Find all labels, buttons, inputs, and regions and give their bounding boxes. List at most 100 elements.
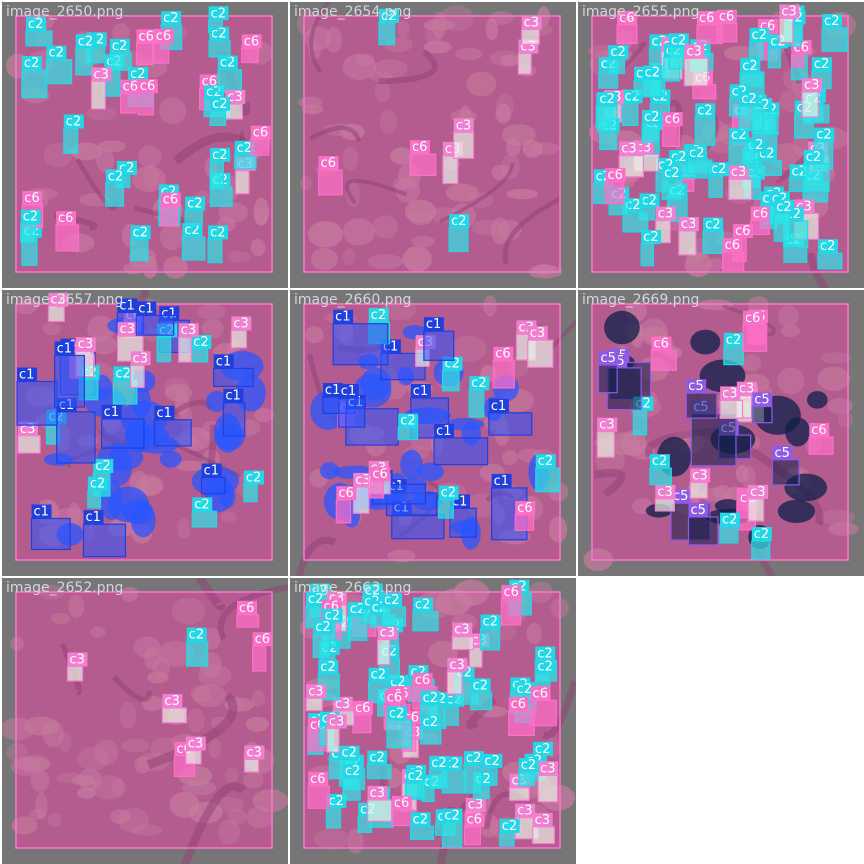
class-label: c6 xyxy=(745,311,760,326)
class-label: c5 xyxy=(690,503,705,518)
tile-image: c5c6c2c3c5c5c6c3c5c3c3c2c6c3c3c6c5c6c2c6… xyxy=(583,296,859,576)
image-tile: c2c2c2c2c2c2c2c2c6c2c3c6c2c2c6c2c6c2c3c2… xyxy=(290,578,576,864)
class-label: c3 xyxy=(636,140,651,155)
class-label: c2 xyxy=(371,308,386,323)
class-label: c6 xyxy=(244,34,259,49)
detection-box: c6 xyxy=(500,584,522,626)
class-label: c2 xyxy=(350,602,365,617)
detection-box: c1 xyxy=(56,397,96,464)
class-label: c2 xyxy=(194,497,209,512)
class-label: c2 xyxy=(431,756,446,771)
class-label: c1 xyxy=(34,504,49,519)
class-label: c2 xyxy=(711,162,726,177)
class-label: c2 xyxy=(163,11,178,26)
detection-box: c2 xyxy=(181,223,206,261)
tile-image: c2c2c2c2c2c2c2c2c6c2c3c6c2c2c6c2c6c2c3c2… xyxy=(300,579,576,864)
class-label: c6 xyxy=(58,211,73,226)
detection-box: c2 xyxy=(728,128,755,166)
tile-filename: image_2657.png xyxy=(6,292,124,308)
class-label: c3 xyxy=(69,652,84,667)
detection-box: c6 xyxy=(696,10,723,45)
detection-box: c6 xyxy=(662,112,683,148)
class-label: c6 xyxy=(753,206,768,221)
detection-box: c2 xyxy=(441,808,463,848)
class-label: c2 xyxy=(237,141,252,156)
class-label: c2 xyxy=(806,150,821,165)
class-label: c3 xyxy=(93,67,108,82)
class-label: c2 xyxy=(210,225,225,240)
class-label: c2 xyxy=(220,56,235,71)
class-label: c6 xyxy=(310,772,325,787)
class-label: c1 xyxy=(436,424,451,439)
class-label: c3 xyxy=(750,485,765,500)
detection-box: c6 xyxy=(317,156,343,196)
class-label: c3 xyxy=(517,804,532,819)
class-label: c2 xyxy=(95,459,110,474)
class-label: c2 xyxy=(754,527,769,542)
class-label: c2 xyxy=(471,376,486,391)
detection-box: c2 xyxy=(739,59,765,88)
detection-box: c2 xyxy=(499,818,520,847)
image-tile: c1c1c2c1c3c1c6c1c3c1c6c1c1c3c1c2c3c3c6c1… xyxy=(290,290,576,576)
detection-box: c2 xyxy=(534,659,556,691)
class-label: c6 xyxy=(735,224,750,239)
detection-box: c3 xyxy=(453,118,475,159)
class-label: c3 xyxy=(599,418,614,433)
class-label: c6 xyxy=(466,813,481,828)
class-label: c3 xyxy=(686,44,701,59)
detection-box: c3 xyxy=(655,206,676,244)
class-label: c2 xyxy=(345,764,360,779)
detection-box: c2 xyxy=(243,470,264,503)
class-label: c2 xyxy=(133,225,148,240)
class-label: c3 xyxy=(535,813,550,828)
class-label: c6 xyxy=(394,796,409,811)
class-label: c1 xyxy=(494,474,509,489)
class-label: c6 xyxy=(653,337,668,352)
class-label: c2 xyxy=(184,223,199,238)
detection-box: c2 xyxy=(438,485,459,519)
class-label: c1 xyxy=(119,298,134,313)
class-label: c2 xyxy=(112,39,127,54)
detection-box: c3 xyxy=(678,216,699,256)
detection-box: c2 xyxy=(428,755,450,789)
class-label: c5 xyxy=(600,351,615,366)
detection-box: c6 xyxy=(463,812,485,846)
class-label: c3 xyxy=(308,684,323,699)
class-label: c5 xyxy=(673,489,688,504)
detection-box: c1 xyxy=(332,309,389,366)
class-label: c6 xyxy=(123,80,138,95)
class-label: c2 xyxy=(537,647,552,662)
detection-box: c2 xyxy=(641,109,663,143)
class-label: c2 xyxy=(78,34,93,49)
class-label: c1 xyxy=(341,384,356,399)
detection-box: c2 xyxy=(723,332,745,366)
class-label: c6 xyxy=(719,10,734,25)
class-label: c2 xyxy=(24,56,39,71)
detection-box: c6 xyxy=(241,34,262,64)
detection-box: c3 xyxy=(654,484,676,512)
class-label: c2 xyxy=(535,742,550,757)
class-label: c6 xyxy=(253,126,268,141)
detection-box: c2 xyxy=(649,454,672,486)
detection-box: c2 xyxy=(668,33,689,70)
class-label: c2 xyxy=(48,46,63,61)
class-label: c2 xyxy=(473,678,488,693)
class-label: c6 xyxy=(811,423,826,438)
class-label: c1 xyxy=(57,341,72,356)
detection-box: c1 xyxy=(423,317,455,361)
detection-box: c3 xyxy=(747,484,769,522)
detection-box: c2 xyxy=(209,147,231,190)
class-label: c3 xyxy=(540,761,555,776)
class-label: c5 xyxy=(688,379,703,394)
class-label: c6 xyxy=(533,686,548,701)
detection-box: c6 xyxy=(335,486,357,524)
class-label: c3 xyxy=(658,207,673,222)
class-label: c2 xyxy=(731,128,746,143)
class-label: c2 xyxy=(90,477,105,492)
detection-box: c6 xyxy=(236,600,260,628)
detection-box: c2 xyxy=(325,793,347,829)
class-label: c3 xyxy=(133,351,148,366)
class-label: c3 xyxy=(524,15,539,30)
detection-box: c2 xyxy=(208,26,231,58)
class-label: c3 xyxy=(781,4,796,19)
